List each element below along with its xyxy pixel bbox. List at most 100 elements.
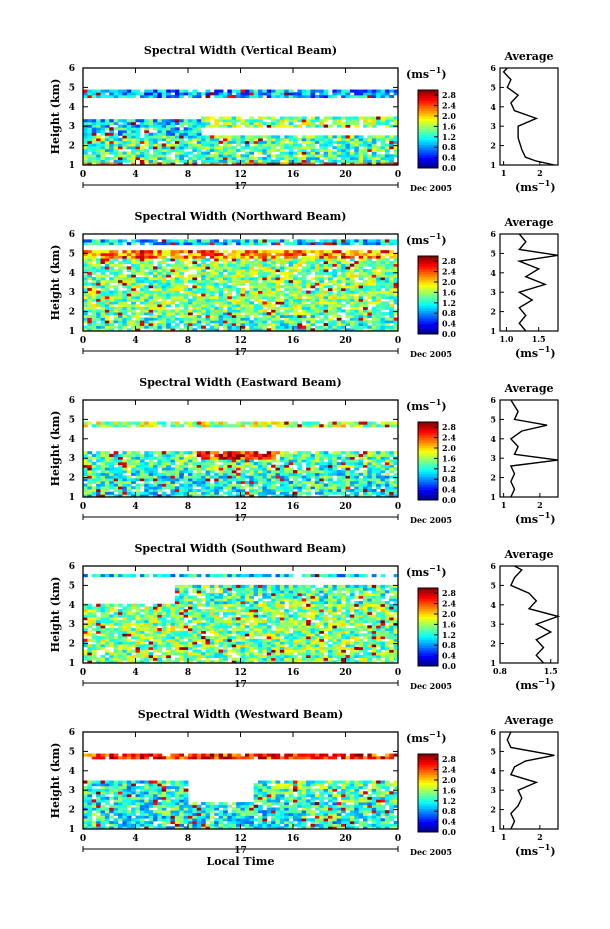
heatmap-cell <box>376 156 381 161</box>
colorbar-tick-label: 2.8 <box>442 90 456 100</box>
heatmap-cell <box>236 424 241 428</box>
heatmap-cell <box>109 250 115 254</box>
heatmap-cell <box>393 312 399 316</box>
heatmap-cell <box>87 494 93 498</box>
heatmap-cell <box>166 480 171 484</box>
heatmap-cell <box>139 320 145 324</box>
heatmap-cell <box>113 293 119 297</box>
heatmap-cell <box>157 277 163 281</box>
heatmap-cell <box>306 290 311 294</box>
heatmap-cell <box>131 132 136 136</box>
heatmap-cell <box>266 269 272 273</box>
heatmap-cell <box>301 119 307 123</box>
heatmap-cell <box>183 285 189 289</box>
heatmap-cell <box>293 266 298 270</box>
heatmap-cell <box>87 295 93 300</box>
heatmap-cell <box>345 298 351 302</box>
heatmap-cell <box>113 472 119 476</box>
heatmap-cell <box>244 328 250 332</box>
heatmap-cell <box>328 290 333 294</box>
colorbar-swatch <box>418 269 438 272</box>
heatmap-cell <box>358 459 364 463</box>
heatmap-cell <box>96 646 101 650</box>
heatmap-cell <box>126 277 132 281</box>
heatmap-cell <box>240 293 246 297</box>
heatmap-cell <box>236 480 241 484</box>
heatmap-cell <box>109 657 115 661</box>
heatmap-cell <box>249 424 255 428</box>
heatmap-cell <box>371 92 377 96</box>
heatmap-cell <box>118 89 123 93</box>
heatmap-cell <box>227 451 233 455</box>
heatmap-cell <box>336 279 342 283</box>
heatmap-cell <box>271 488 276 493</box>
heatmap-cell <box>126 470 132 474</box>
heatmap-cell <box>231 89 237 93</box>
heatmap-cell <box>205 453 211 457</box>
heatmap-cell <box>161 320 167 324</box>
heatmap-cell <box>393 263 399 267</box>
average-profile-line <box>509 399 559 498</box>
colorbar-swatch <box>418 323 438 327</box>
heatmap-cell <box>174 451 180 455</box>
heatmap-cell <box>297 298 303 302</box>
heatmap-cell <box>367 121 373 125</box>
colorbar-frame <box>417 421 439 501</box>
heatmap-cell <box>91 317 97 321</box>
heatmap-cell <box>389 421 395 425</box>
heatmap-cell <box>192 135 198 139</box>
colorbar-swatch <box>418 103 438 106</box>
heatmap-cell <box>279 92 285 96</box>
x-tick-label: 0 <box>80 336 86 346</box>
heatmap-cell <box>148 317 154 321</box>
heatmap-cell <box>262 486 268 490</box>
heatmap-cell <box>209 138 215 142</box>
heatmap-cell <box>306 143 311 147</box>
heatmap-cell <box>148 135 154 139</box>
heatmap-cell <box>144 258 150 262</box>
heatmap-cell <box>363 92 368 96</box>
heatmap-cell <box>354 304 360 308</box>
heatmap-cell <box>371 293 377 297</box>
heatmap-cell <box>266 453 272 457</box>
heatmap-cell <box>104 641 110 645</box>
heatmap-cell <box>367 135 373 139</box>
heatmap-cell <box>131 255 136 259</box>
heatmap-cell <box>196 138 202 142</box>
colorbar-swatch <box>418 258 438 262</box>
heatmap-cell <box>122 252 128 256</box>
heatmap-cell <box>214 271 220 275</box>
heatmap-cell <box>188 124 193 128</box>
heatmap-cell <box>201 478 206 482</box>
heatmap-cell <box>118 619 123 623</box>
heatmap-cell <box>196 143 202 147</box>
heatmap-cell <box>223 116 228 120</box>
heatmap-cell <box>188 242 193 246</box>
heatmap-cell <box>118 478 123 482</box>
heatmap-cell <box>262 135 268 139</box>
heatmap-cell <box>367 461 373 466</box>
heatmap-cell <box>367 89 373 93</box>
heatmap-cell <box>205 162 211 166</box>
heatmap-cell <box>192 317 198 321</box>
heatmap-cell <box>87 317 93 321</box>
heatmap-cell <box>179 461 185 466</box>
heatmap-cell <box>236 263 241 267</box>
heatmap-cell <box>188 486 193 490</box>
heatmap-cell <box>341 488 346 493</box>
heatmap-cell <box>371 456 377 460</box>
heatmap-cell <box>209 146 215 150</box>
heatmap-cell <box>358 239 364 243</box>
heatmap-cell <box>91 159 97 163</box>
heatmap-cell <box>91 475 97 479</box>
heatmap-cell <box>393 266 399 270</box>
heatmap-cell <box>214 258 220 262</box>
heatmap-cell <box>358 421 364 425</box>
heatmap-cell <box>249 494 255 498</box>
heatmap-cell <box>332 121 338 125</box>
heatmap-cell <box>279 467 285 471</box>
heatmap-cell <box>262 459 268 463</box>
heatmap-cell <box>249 470 255 474</box>
heatmap-cell <box>244 483 250 487</box>
heatmap-cell <box>201 301 206 305</box>
